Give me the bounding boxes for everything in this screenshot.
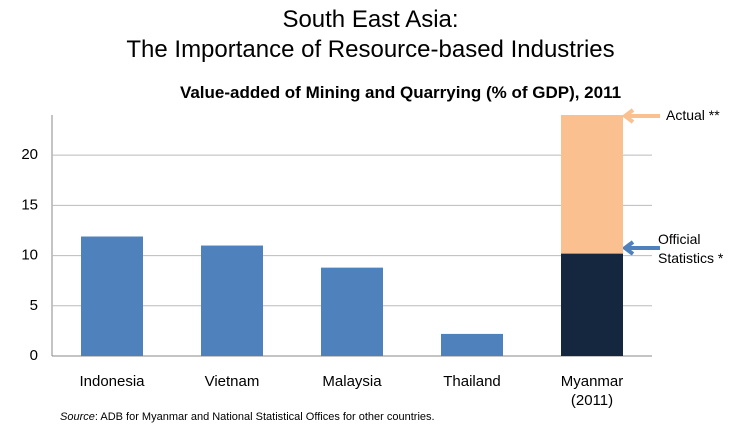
y-tick-label: 15 [21, 196, 38, 213]
y-tick-label: 0 [30, 347, 38, 364]
x-tick-label: Indonesia [79, 373, 145, 390]
source-label: Source [60, 411, 95, 423]
legend-label: Official Statistics * [658, 231, 724, 266]
source-note: Source: ADB for Myanmar and National Sta… [60, 411, 435, 423]
x-tick-label: Vietnam [204, 373, 260, 390]
bar [81, 236, 143, 356]
x-tick-label: Myanmar (2011) [560, 373, 624, 409]
bar [201, 245, 263, 356]
y-tick-label: 20 [21, 146, 38, 163]
legend-label: Actual ** [666, 107, 720, 123]
y-tick-label: 10 [21, 247, 38, 264]
x-tick-label: Thailand [443, 373, 501, 390]
source-text: : ADB for Myanmar and National Statistic… [94, 411, 435, 423]
x-tick-label: Malaysia [322, 373, 382, 390]
y-tick-label: 5 [30, 297, 38, 314]
bar [561, 253, 623, 356]
chart-title: The Importance of Resource-based Industr… [126, 36, 615, 63]
chart-subtitle: Value-added of Mining and Quarrying (% o… [179, 83, 622, 102]
chart-title: South East Asia: [282, 6, 459, 33]
legend-arrow [621, 240, 660, 256]
bar [561, 115, 623, 254]
bar [441, 333, 503, 356]
legend-arrow [621, 108, 660, 124]
bar [321, 267, 383, 356]
